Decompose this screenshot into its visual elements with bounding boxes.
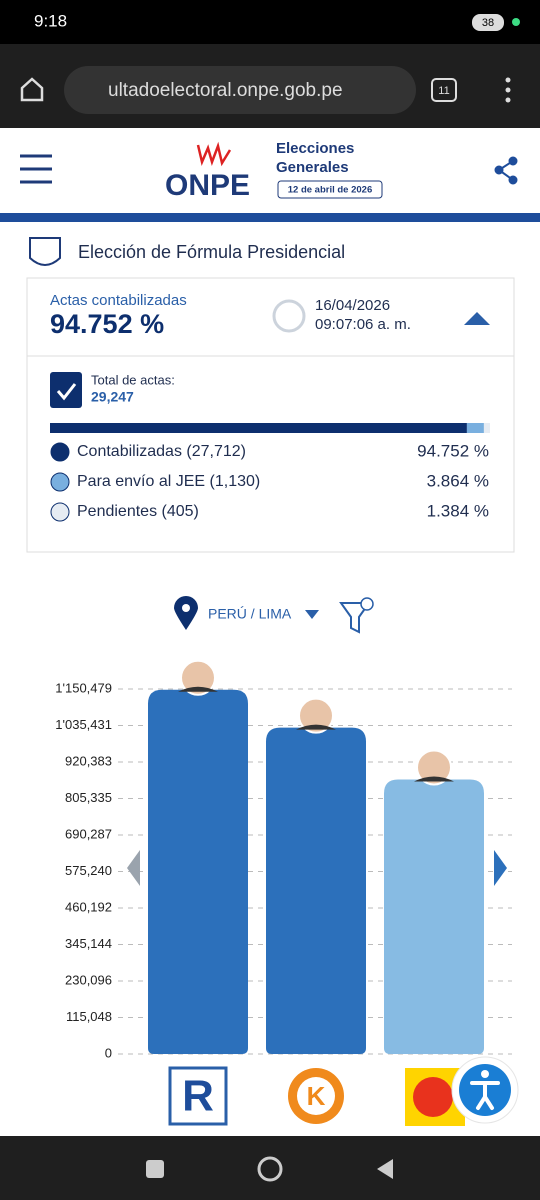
candidate-shoulders (178, 686, 218, 692)
nav-back[interactable] (377, 1159, 393, 1179)
dropdown-arrow[interactable] (305, 610, 319, 619)
header-date: 12 de abril de 2026 (288, 185, 373, 196)
filter-x (360, 597, 374, 611)
next-arrow[interactable] (494, 850, 507, 886)
location-pin (174, 596, 198, 630)
nav-recent[interactable] (146, 1160, 164, 1178)
nav-bar (0, 1136, 540, 1200)
y-tick-label: 0 (105, 1045, 112, 1060)
filter-location[interactable]: PERÚ / LIMA (208, 606, 292, 622)
summary-panel (26, 277, 515, 553)
battery-level: 38 (482, 17, 494, 29)
actas-icon (50, 372, 82, 408)
battery (472, 14, 504, 31)
tabs-count: 11 (438, 85, 449, 97)
legend-label: Para envío al JEE (1,130) (77, 473, 260, 490)
legend-dot (50, 502, 70, 522)
summary-date: 16/04/2026 (315, 297, 390, 314)
candidate-shoulders (414, 776, 454, 782)
header-title: Elecciones (276, 140, 354, 157)
legend-percent: 94.752 % (417, 441, 489, 460)
bar (148, 689, 248, 1054)
party-logo-letter: K (307, 1081, 326, 1111)
bar (266, 727, 366, 1054)
y-tick-label: 575,240 (65, 863, 112, 878)
y-tick-label: 920,383 (65, 753, 112, 768)
party-logo-inner (297, 1077, 335, 1115)
hamburger[interactable] (20, 154, 52, 184)
accessibility-head (481, 1070, 489, 1078)
dot (512, 18, 520, 26)
progress-segment (466, 423, 484, 433)
legend-percent: 3.864 % (427, 471, 489, 490)
tabs-button[interactable] (431, 78, 457, 102)
y-tick-label: 690,287 (65, 826, 112, 841)
header-title: Generales (276, 159, 349, 176)
legend-percent: 1.384 % (427, 501, 489, 520)
total-label: Total de actas: (91, 372, 175, 387)
y-tick-label: 805,335 (65, 790, 112, 805)
y-tick-label: 1'035,431 (55, 717, 112, 732)
shield-icon (29, 237, 61, 266)
clock-icon (272, 299, 306, 333)
nav-home[interactable] (257, 1156, 283, 1182)
party-logo (168, 1066, 228, 1126)
legend-dot (50, 472, 70, 492)
menu-dots[interactable] (505, 77, 511, 103)
y-tick-label: 460,192 (65, 899, 112, 914)
candidate-photo (416, 749, 452, 786)
share-icon[interactable] (494, 156, 518, 185)
progress-segment (50, 423, 467, 433)
party-logo-letter: R (182, 1072, 214, 1121)
y-tick-label: 1'150,479 (55, 680, 112, 695)
y-tick-label: 230,096 (65, 972, 112, 987)
section-title: Elección de Fórmula Presidencial (78, 242, 345, 262)
check (56, 383, 77, 401)
pin-dot (182, 604, 190, 612)
total: 29,247 (91, 389, 134, 405)
chart: 0 115,048 230,096 345,144 460,192 575,240 690,… (55, 659, 512, 1060)
status-bar (0, 0, 540, 44)
accessibility-figure (470, 1081, 500, 1110)
bar (384, 779, 484, 1054)
party-logo-sun (413, 1077, 453, 1117)
summary-percent: 94.752 % (50, 309, 164, 339)
collapse-button[interactable] (464, 312, 490, 325)
progress-segment (483, 423, 490, 433)
date-box (277, 180, 383, 199)
logo-mark (196, 141, 232, 167)
home-icon[interactable] (20, 77, 44, 102)
summary-time: 09:07:06 a. m. (315, 316, 411, 333)
candidate-photo (180, 659, 216, 696)
y-tick-label: 115,048 (66, 1009, 112, 1024)
status-time: 9:18 (34, 11, 67, 30)
summary-label: Actas contabilizadas (50, 292, 187, 309)
logo: ONPE (165, 169, 250, 202)
header-rule (0, 213, 540, 222)
legend-label: Pendientes (405) (77, 503, 199, 520)
candidate-photo (298, 697, 334, 734)
legend-label: Contabilizadas (27,712) (77, 443, 246, 460)
url: ultadoelectoral.onpe.gob.pe (108, 80, 343, 101)
url-box[interactable] (64, 66, 416, 114)
prev-arrow[interactable] (127, 850, 140, 886)
y-tick-label: 345,144 (65, 936, 112, 951)
candidate-shoulders (296, 724, 336, 730)
legend-dot (50, 442, 70, 462)
